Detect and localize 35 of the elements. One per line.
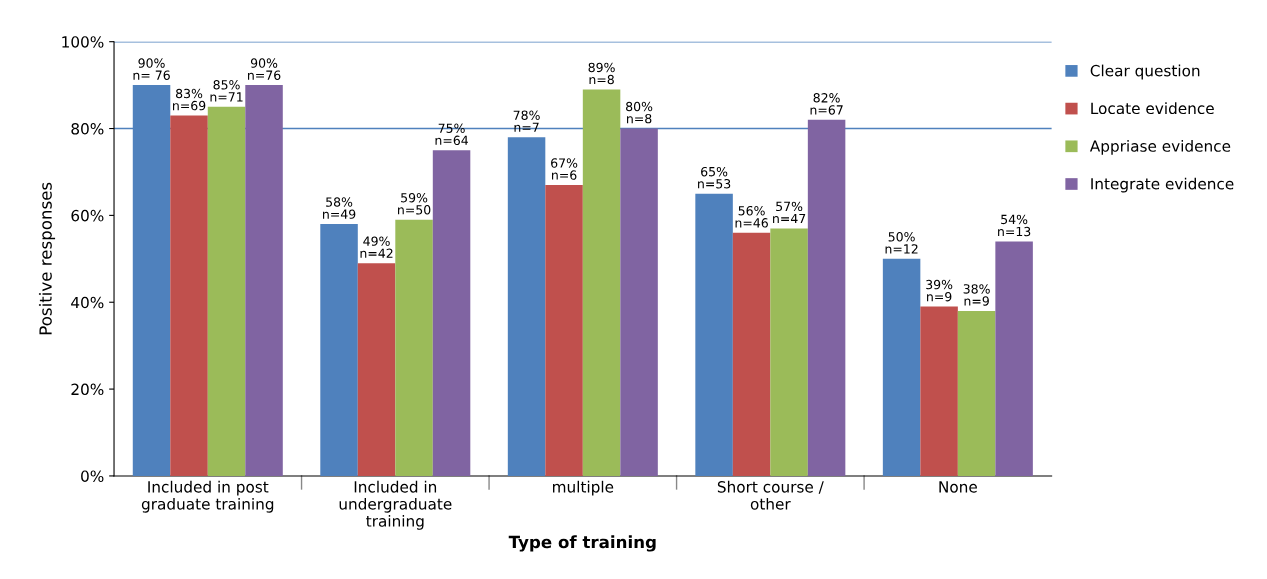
data-label: 82% n=67 — [810, 93, 843, 115]
y-tick-label: 40% — [71, 296, 104, 309]
y-tick-label: 100% — [62, 36, 104, 48]
data-label: 39% n=9 — [926, 279, 953, 302]
data-label: 90% n= 76 — [133, 58, 170, 80]
x-tick-label: multiple — [553, 480, 614, 496]
legend-label: Integrate evidence — [1091, 177, 1234, 193]
data-label: 50% n=12 — [885, 232, 918, 254]
y-axis-title: Positive responses — [38, 182, 56, 335]
y-tick-label: 0% — [81, 470, 104, 482]
data-label: 54% n=13 — [998, 214, 1031, 237]
data-label: 49% n=42 — [360, 236, 393, 258]
data-label: 67% n=6 — [551, 158, 578, 180]
data-label: 80% n=8 — [626, 101, 653, 124]
x-tick-label: Included in undergraduate training — [339, 480, 452, 530]
x-tick-label: Short course / other — [717, 480, 824, 510]
data-label: 85% n=71 — [210, 80, 243, 102]
data-label: 38% n=9 — [963, 284, 990, 306]
data-label: 90% n=76 — [248, 58, 281, 80]
legend-label: Appriase evidence — [1089, 140, 1231, 155]
data-label: 56% n=46 — [735, 206, 768, 228]
x-tick-label: Included in post graduate training — [141, 480, 274, 513]
data-label: 83% n=69 — [173, 88, 206, 111]
data-label: 59% n=50 — [398, 192, 431, 215]
data-label: 65% n=53 — [698, 166, 731, 189]
data-label: 58% n=49 — [323, 197, 356, 219]
data-label: 57% n=47 — [773, 201, 806, 224]
y-tick-label: 20% — [71, 383, 104, 396]
y-tick-label: 80% — [71, 123, 104, 135]
legend-label: Locate evidence — [1091, 102, 1214, 115]
x-tick-label: None — [939, 481, 977, 493]
y-tick-label: 60% — [71, 209, 104, 222]
data-label: 89% n=8 — [588, 62, 615, 85]
x-axis-title: Type of training — [508, 535, 656, 552]
legend-label: Clear question — [1090, 64, 1200, 80]
